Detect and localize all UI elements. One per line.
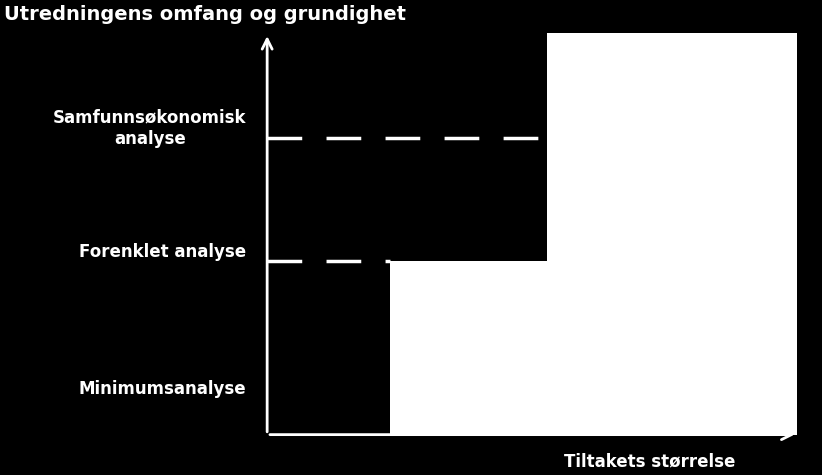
Text: Minimumsanalyse: Minimumsanalyse bbox=[79, 380, 247, 399]
Text: Forenklet analyse: Forenklet analyse bbox=[80, 243, 247, 261]
Bar bbox=[547, 33, 797, 261]
Text: Utredningens omfang og grundighet: Utredningens omfang og grundighet bbox=[4, 5, 406, 24]
Bar bbox=[390, 261, 797, 435]
Text: Samfunnsøkonomisk
analyse: Samfunnsøkonomisk analyse bbox=[53, 109, 247, 148]
Text: Tiltakets størrelse: Tiltakets størrelse bbox=[564, 452, 735, 470]
